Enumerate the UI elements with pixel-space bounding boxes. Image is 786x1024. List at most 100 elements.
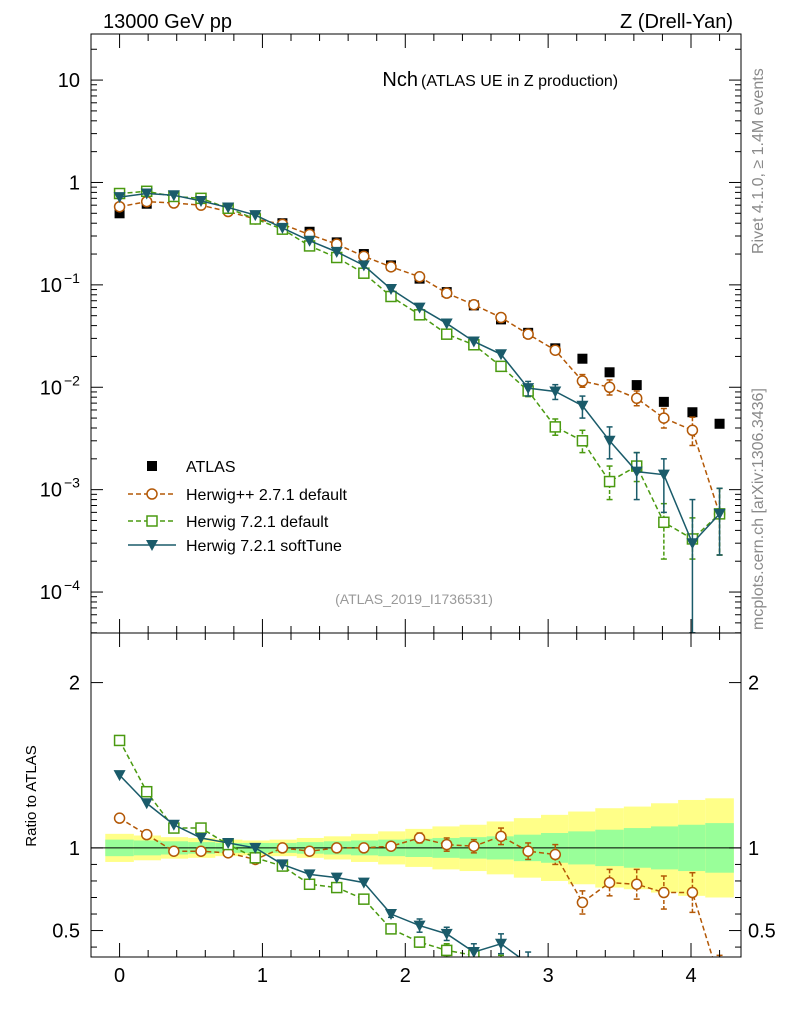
ratio-herwigpp-point: [385, 840, 397, 852]
softtune-point: [276, 222, 289, 234]
ratio-softtune-point: [576, 975, 588, 986]
ratio-softtune-point: [140, 798, 153, 810]
softtune-point: [303, 235, 316, 247]
ratio-axis-label: Ratio to ATLAS: [23, 745, 40, 846]
ratio-y-tick-label: 2: [69, 673, 80, 695]
ratio-herwigpp-point: [195, 845, 207, 857]
ratio-softtune-point: [385, 909, 397, 921]
herwig721-point: [658, 516, 670, 529]
ratio-softtune-point: [440, 928, 453, 940]
y-tick-label: 10: [40, 582, 62, 604]
ratio-herwig721-point: [358, 893, 370, 905]
softtune-point: [330, 246, 343, 258]
ratio-softtune-point: [658, 992, 670, 1003]
y-tick-label: 10: [40, 275, 62, 297]
ratio-uncertainty-band: [91, 798, 741, 898]
softtune-point: [630, 466, 643, 478]
atlas-point: [714, 418, 725, 429]
y-tick-label: 10: [58, 70, 80, 92]
ratio-herwig721-point: [385, 923, 397, 935]
herwig721-point: [603, 475, 616, 488]
ratio-herwig721-point: [523, 967, 533, 977]
legend-entry-label: Herwig 7.2.1 default: [186, 514, 329, 531]
ratio-herwigpp-point: [658, 886, 670, 899]
mcplots-label: mcplots.cern.ch [arXiv:1306.3436]: [750, 388, 767, 630]
ratio-softtune-point: [222, 837, 235, 849]
ratio-herwig721-point: [440, 944, 453, 957]
ratio-frame: [90, 632, 742, 958]
ratio-herwigpp-point: [303, 845, 316, 857]
ratio-herwigpp-point: [276, 842, 289, 854]
ratio-y-tick-label-right: 2: [748, 673, 759, 695]
ratio-axes: 0.5 0.5 1 1 2 2 0 1 2 3 4: [52, 632, 776, 987]
herwigpp-point: [495, 311, 507, 324]
softtune-point: [686, 538, 699, 550]
atlas-point: [604, 367, 615, 378]
ratio-herwigpp-point: [576, 896, 589, 909]
ratio-herwig721-point: [577, 983, 587, 993]
x-tick-label: 2: [400, 965, 411, 987]
herwigpp-point: [522, 328, 534, 340]
ratio-herwig721-point: [113, 734, 126, 747]
herwigpp-point: [630, 392, 643, 405]
softtune-point: [657, 469, 670, 481]
ratio-herwigpp-point: [113, 812, 126, 824]
softtune-point: [357, 260, 370, 272]
ratio-y-tick-label: 1: [69, 838, 80, 860]
ratio-herwigpp-point: [630, 878, 643, 891]
x-tick-label: 4: [685, 965, 696, 987]
ratio-herwig721-point: [303, 878, 316, 891]
legend-entry-label: Herwig++ 2.7.1 default: [186, 487, 348, 504]
softtune-point: [385, 284, 397, 296]
ratio-y-tick-label-right: 1: [748, 838, 759, 860]
softtune-point: [113, 192, 126, 204]
ratio-softtune-point: [413, 920, 426, 932]
herwigpp-point: [468, 298, 480, 311]
x-tick-label: 3: [543, 965, 554, 987]
ratio-softtune-point: [714, 998, 726, 1009]
atlas-point: [687, 407, 698, 418]
process-label: Z (Drell-Yan): [620, 11, 733, 33]
atlas-point: [577, 353, 588, 364]
herwigpp-point: [385, 261, 397, 273]
ratio-herwigpp-point: [330, 842, 343, 854]
y-tick-label: 1: [69, 172, 80, 194]
x-tick-label: 0: [114, 965, 125, 987]
softtune-point: [495, 349, 507, 361]
ratio-herwig721-point: [195, 822, 207, 834]
y-tick-label: 10: [40, 480, 62, 502]
softtune-point: [713, 508, 726, 520]
herwig721-point: [495, 360, 507, 373]
legend-marker-atlas: [147, 461, 157, 471]
ratio-herwigpp-point: [468, 840, 480, 852]
legend: ATLAS Herwig++ 2.7.1 default Herwig 7.2.1 …: [128, 459, 348, 555]
softtune-point: [522, 383, 535, 395]
herwigpp-point: [113, 200, 126, 213]
ratio-softtune-point: [522, 959, 534, 970]
ratio-herwig721-point: [687, 1000, 697, 1010]
ratio-herwigpp-point: [440, 838, 453, 851]
ratio-softtune-point: [276, 859, 289, 871]
herwig721-point: [576, 435, 589, 447]
ratio-herwig721-point: [330, 881, 343, 894]
x-tick-label: 1: [257, 965, 268, 987]
ratio-softtune-point: [495, 938, 507, 950]
plot-title: Nch: [382, 69, 418, 91]
ratio-y-tick-label-right: 0.5: [748, 921, 776, 943]
ratio-series-layer: [113, 734, 726, 1010]
ratio-herwigpp-point: [495, 830, 507, 843]
ratio-softtune-point: [167, 819, 180, 831]
ratio-softtune-point: [686, 995, 698, 1006]
legend-marker-herwigpp: [146, 488, 158, 500]
softtune-point: [549, 386, 562, 398]
ratio-softtune-point: [249, 842, 262, 854]
ratio-herwigpp-point: [603, 876, 616, 889]
ratio-herwig721-point: [605, 992, 615, 1002]
softtune-point: [467, 336, 480, 348]
ratio-softtune-point: [604, 983, 616, 994]
ratio-softtune-point: [303, 869, 316, 881]
softtune-point: [440, 318, 453, 330]
herwigpp-point: [576, 375, 589, 387]
